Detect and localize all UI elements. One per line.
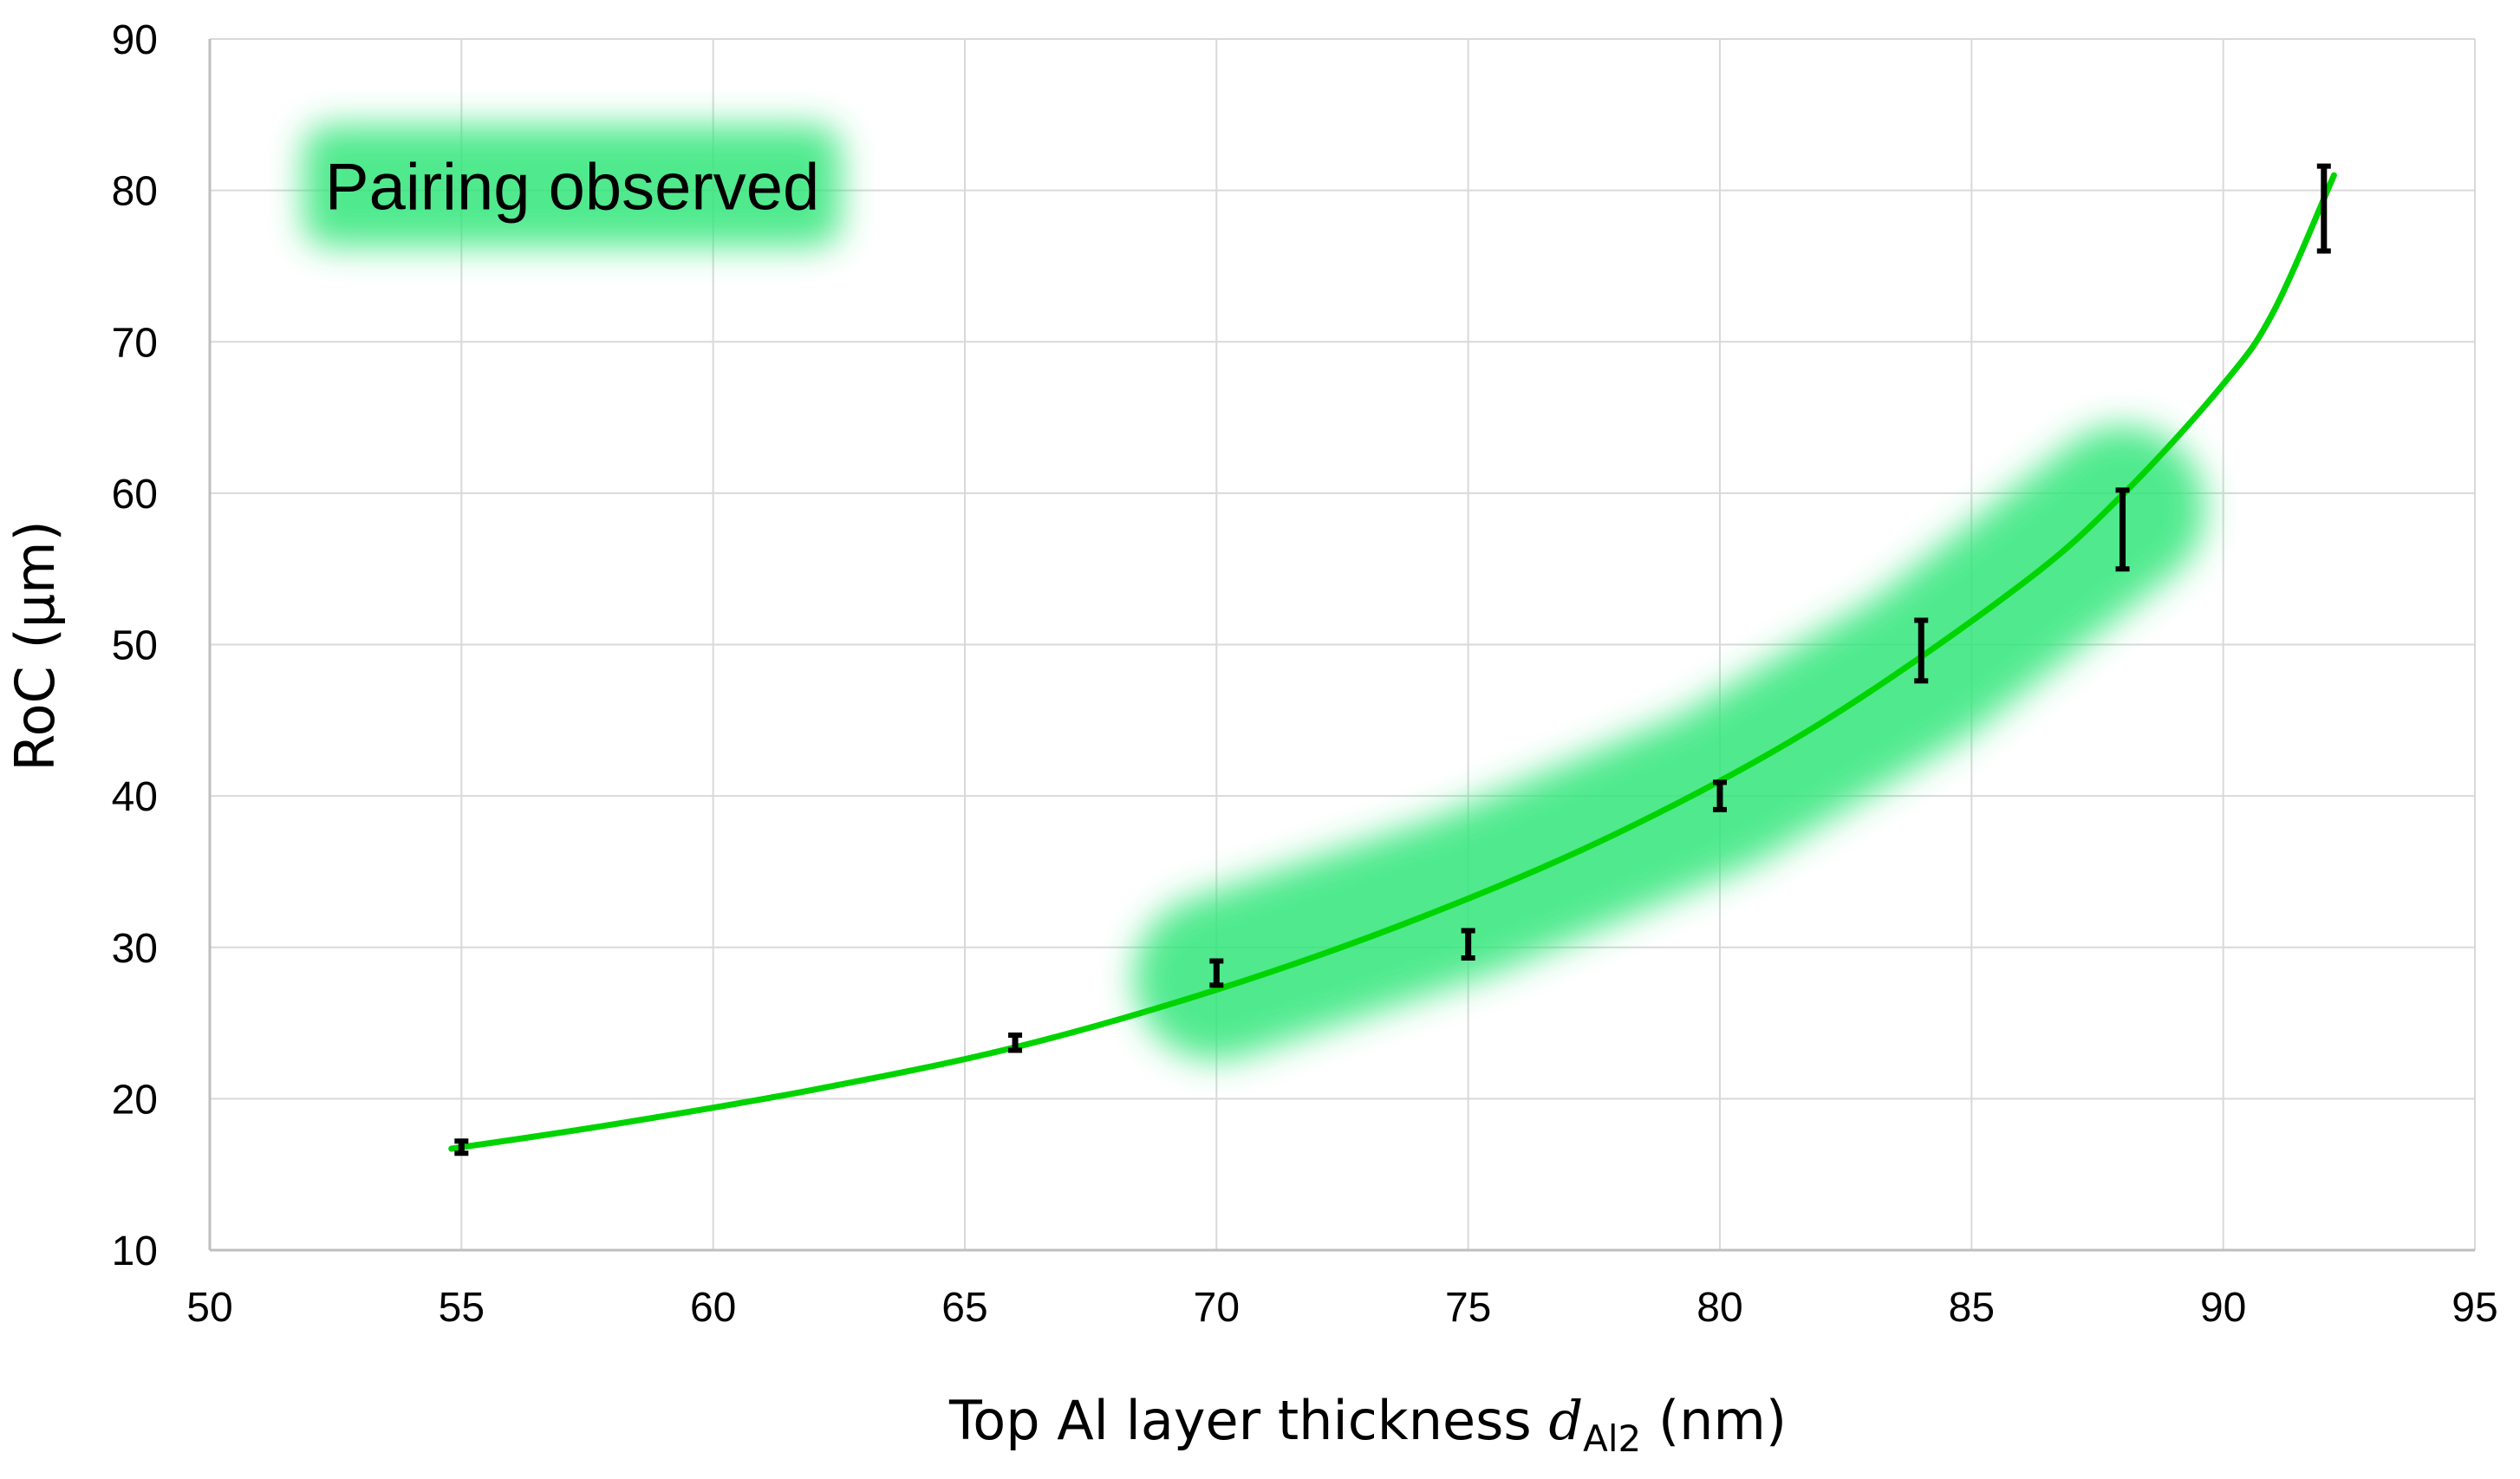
x-tick-label: 85: [1949, 1285, 1995, 1331]
data-point: [2316, 163, 2331, 254]
y-tick-label: 30: [112, 926, 158, 972]
x-tick-label: 95: [2452, 1285, 2497, 1331]
x-tick-label: 60: [690, 1285, 736, 1331]
y-tick-label: 10: [112, 1228, 158, 1274]
pairing-observed-glow: [303, 125, 842, 247]
series-layer: [448, 163, 2337, 1156]
x-tick-label: 75: [1445, 1285, 1491, 1331]
data-point: [1209, 958, 1224, 988]
y-tick-label: 90: [112, 17, 158, 63]
fit-curve: [448, 172, 2337, 1152]
pairing-band: [1134, 426, 2205, 1060]
x-axis-title-subscript: Al2: [1583, 1417, 1641, 1460]
x-tick-label: 80: [1696, 1285, 1742, 1331]
x-axis-title-main: Top Al layer thickness: [948, 1389, 1549, 1452]
axes: [208, 39, 2475, 1252]
pairing-observed-label: Pairing observed: [325, 150, 819, 224]
data-point: [454, 1138, 469, 1156]
x-tick-label: 65: [941, 1285, 987, 1331]
x-axis-title-variable: d: [1548, 1389, 1583, 1452]
y-tick-label: 20: [112, 1077, 158, 1123]
x-axis-title-unit: (nm): [1641, 1389, 1787, 1452]
x-tick-label: 70: [1194, 1285, 1240, 1331]
y-axis-title: RoC (µm): [3, 520, 67, 771]
x-tick-label: 55: [439, 1285, 485, 1331]
data-point: [1461, 928, 1475, 961]
data-point: [2115, 487, 2130, 572]
y-tick-label: 40: [112, 774, 158, 820]
x-axis-title: Top Al layer thickness dAl2 (nm): [948, 1389, 1787, 1460]
x-tick-label: 50: [186, 1285, 232, 1331]
y-tick-label: 70: [112, 320, 158, 366]
y-tick-label: 50: [112, 623, 158, 669]
data-point: [1008, 1033, 1023, 1053]
y-tick-label: 60: [112, 472, 158, 518]
data-point: [1914, 617, 1929, 684]
y-tick-label: 80: [112, 169, 158, 215]
x-tick-label: 90: [2200, 1285, 2246, 1331]
tick-labels: 50 55 60 65 70 75 80 85 90 95 10 20 30 40 50 60 70 80 90: [112, 17, 2498, 1331]
highlight-layer: [303, 125, 2205, 1060]
data-point: [1713, 779, 1727, 812]
